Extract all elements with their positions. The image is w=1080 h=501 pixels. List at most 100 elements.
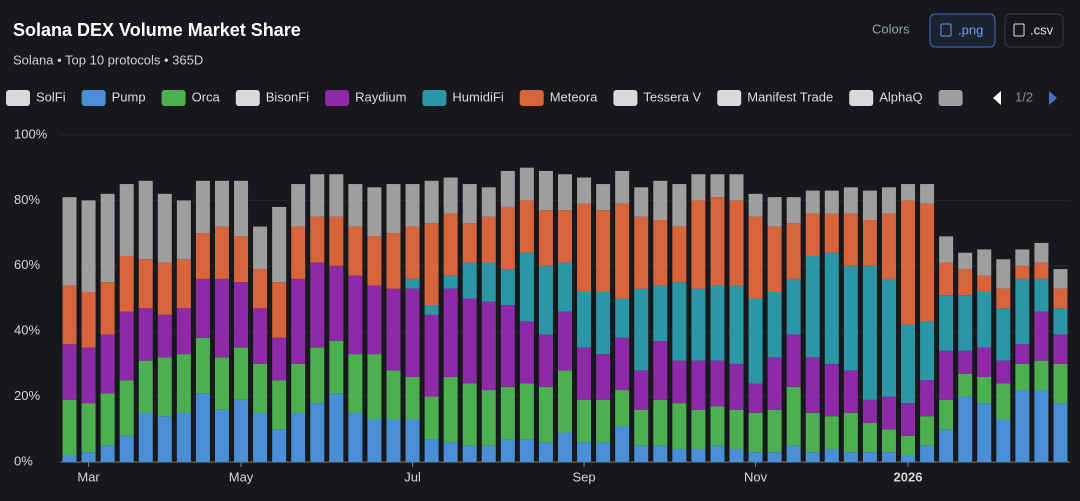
- bar-segment: [748, 452, 763, 462]
- bar-segment: [253, 412, 268, 462]
- bar-segment: [996, 259, 1011, 289]
- bar-segment: [558, 432, 572, 462]
- chart-title: Solana DEX Volume Market Share: [13, 20, 301, 40]
- bar-segment: [386, 419, 401, 462]
- legend-label[interactable]: BisonFi: [266, 89, 309, 104]
- legend-label[interactable]: HumidiFi: [452, 89, 503, 104]
- bar-segment: [710, 174, 725, 198]
- bar-segment: [329, 216, 344, 266]
- legend-label[interactable]: Meteora: [550, 89, 598, 104]
- bar-segment: [119, 184, 134, 256]
- bar-segment: [653, 399, 668, 446]
- bar-segment: [824, 213, 839, 253]
- legend-swatch[interactable]: [235, 90, 260, 106]
- bar-segment: [1034, 311, 1049, 361]
- legend-swatch[interactable]: [6, 90, 30, 106]
- legend-label[interactable]: SolFi: [36, 89, 66, 104]
- bar-segment: [577, 177, 592, 204]
- bar-segment: [310, 216, 325, 263]
- colors-button[interactable]: Colors: [872, 21, 910, 36]
- csv-button[interactable]: [1004, 13, 1064, 48]
- legend-label[interactable]: Raydium: [355, 89, 406, 104]
- legend-prev[interactable]: [993, 91, 1001, 105]
- bar-segment: [519, 167, 534, 201]
- csv-label[interactable]: .csv: [1030, 22, 1054, 37]
- bar-segment: [481, 390, 496, 446]
- bar-segment: [329, 393, 344, 462]
- bar-segment: [977, 403, 992, 462]
- bar-segment: [462, 383, 477, 446]
- bar-segment: [424, 223, 439, 306]
- bar-segment: [996, 419, 1011, 462]
- bar-segment: [424, 439, 439, 462]
- bar-segment: [405, 226, 420, 279]
- bar-segment: [691, 174, 706, 201]
- x-tick-label: Jul: [404, 469, 421, 484]
- png-label[interactable]: .png: [958, 22, 983, 37]
- bar-segment: [843, 265, 858, 371]
- legend-swatch[interactable]: [717, 90, 742, 106]
- bar-segment: [805, 213, 820, 256]
- bar-segment: [710, 285, 725, 361]
- bar-segment: [577, 203, 592, 292]
- legend-swatch[interactable]: [849, 90, 874, 106]
- bar-segment: [234, 282, 249, 348]
- bar-segment: [1053, 269, 1068, 289]
- legend-swatch[interactable]: [613, 90, 638, 106]
- bar-segment: [958, 295, 973, 351]
- bar-segment: [843, 412, 858, 453]
- chart-subtitle: Solana • Top 10 protocols • 365D: [13, 52, 203, 67]
- bar-segment: [424, 314, 439, 397]
- bar-segment: [767, 452, 782, 462]
- bar-segment: [234, 399, 249, 462]
- bar-segment: [901, 324, 916, 404]
- bar-segment: [977, 275, 992, 292]
- bar-segment: [100, 445, 115, 462]
- bar-segment: [748, 193, 763, 217]
- bar-segment: [348, 184, 363, 227]
- legend-swatch[interactable]: [519, 90, 544, 106]
- bar-segment: [596, 399, 611, 443]
- legend-label[interactable]: Pump: [112, 89, 146, 104]
- bar-segment: [519, 252, 534, 322]
- bar-segment: [195, 337, 210, 394]
- bar-segment: [958, 269, 973, 296]
- bar-segment: [996, 360, 1011, 384]
- bar-segment: [958, 350, 973, 374]
- bar-segment: [386, 233, 401, 289]
- legend-label[interactable]: AlphaQ: [879, 89, 922, 104]
- legend-swatch[interactable]: [161, 90, 186, 106]
- bar-segment: [462, 445, 477, 462]
- bar-segment: [1053, 403, 1068, 462]
- bar-segment: [119, 255, 134, 312]
- legend-next[interactable]: [1049, 91, 1057, 105]
- bar-segment: [596, 210, 611, 292]
- bar-segment: [862, 452, 877, 462]
- bar-segment: [862, 190, 877, 221]
- legend-swatch[interactable]: [81, 90, 106, 106]
- bar-segment: [824, 252, 839, 364]
- bar-segment: [767, 357, 782, 410]
- bar-segment: [405, 288, 420, 377]
- bar-segment: [977, 347, 992, 377]
- bar-segment: [996, 288, 1011, 309]
- legend-label[interactable]: Manifest Trade: [747, 89, 833, 104]
- bar-segment: [786, 223, 801, 279]
- legend-label[interactable]: Orca: [192, 89, 221, 104]
- bar-segment: [824, 448, 839, 462]
- legend-swatch[interactable]: [325, 90, 350, 106]
- legend-swatch[interactable]: [938, 90, 963, 106]
- bar-segment: [234, 236, 249, 283]
- bar-segment: [462, 223, 477, 263]
- bar-segment: [958, 396, 973, 462]
- png-button[interactable]: [929, 13, 996, 48]
- legend-label[interactable]: Tessera V: [643, 89, 701, 104]
- bar-segment: [500, 386, 515, 440]
- legend-swatch[interactable]: [422, 90, 447, 106]
- bar-segment: [881, 396, 896, 430]
- bar-segment: [558, 174, 572, 211]
- bar-segment: [653, 220, 668, 286]
- bar-segment: [367, 236, 382, 286]
- bar-segment: [405, 278, 420, 289]
- bar-segment: [481, 187, 496, 217]
